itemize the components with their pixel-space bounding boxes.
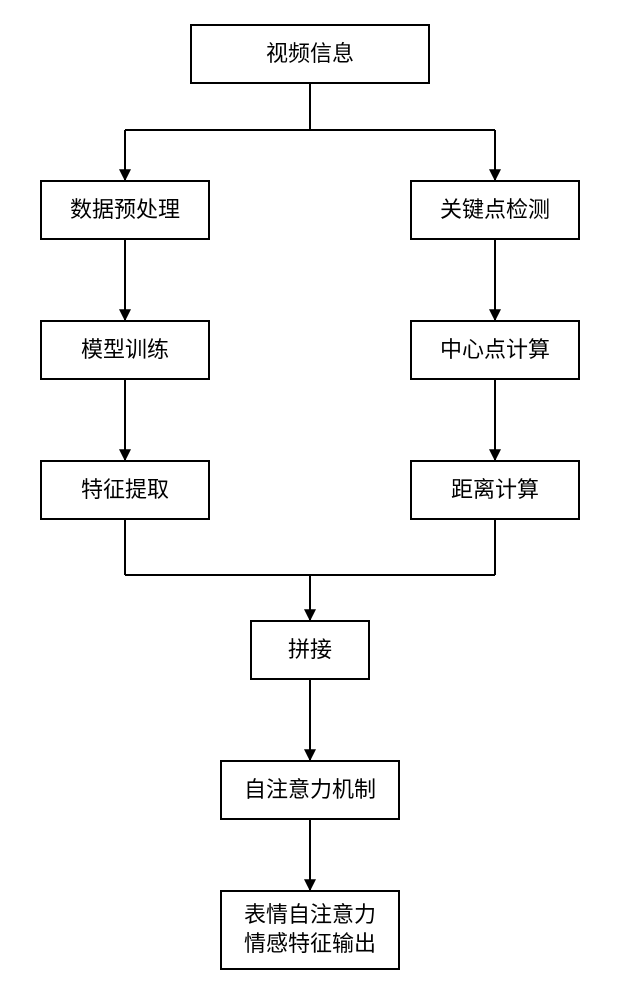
- node-data-preprocess: 数据预处理: [40, 180, 210, 240]
- node-model-train: 模型训练: [40, 320, 210, 380]
- node-concat: 拼接: [250, 620, 370, 680]
- node-video-info: 视频信息: [190, 24, 430, 84]
- node-distance-calc: 距离计算: [410, 460, 580, 520]
- node-center-calc: 中心点计算: [410, 320, 580, 380]
- node-self-attention: 自注意力机制: [220, 760, 400, 820]
- node-output: 表情自注意力 情感特征输出: [220, 890, 400, 970]
- node-feature-extract: 特征提取: [40, 460, 210, 520]
- node-keypoint-detect: 关键点检测: [410, 180, 580, 240]
